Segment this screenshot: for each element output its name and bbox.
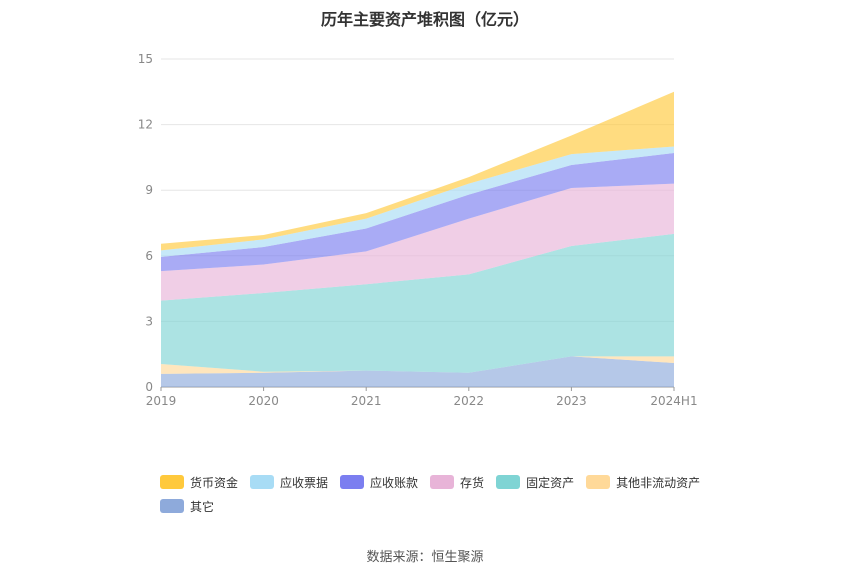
legend-swatch xyxy=(250,475,275,489)
y-tick-label: 15 xyxy=(138,52,153,66)
area-series-应收账款[interactable] xyxy=(161,153,674,272)
area-series-固定资产[interactable] xyxy=(161,233,674,373)
y-tick-label: 3 xyxy=(145,314,153,328)
legend-label: 货币资金 xyxy=(190,475,239,490)
x-tick-label: 2020 xyxy=(248,394,279,408)
x-tick-label: 2021 xyxy=(351,394,382,408)
x-tick-label: 2023 xyxy=(556,394,587,408)
legend-swatch xyxy=(586,475,611,489)
legend-swatch xyxy=(160,475,184,489)
legend-item[interactable]: 其他非流动资产 xyxy=(586,474,700,490)
y-tick-label: 9 xyxy=(145,183,153,197)
x-tick-label: 2022 xyxy=(454,394,485,408)
area-series-其他非流动资产[interactable] xyxy=(161,356,674,374)
legend-swatch xyxy=(160,499,184,513)
legend-item[interactable]: 存货 xyxy=(430,474,484,490)
y-tick-label: 6 xyxy=(145,249,153,263)
legend-label: 其他非流动资产 xyxy=(616,475,701,490)
legend-label: 固定资产 xyxy=(526,475,575,490)
area-series-存货[interactable] xyxy=(161,183,674,301)
y-tick-label: 12 xyxy=(138,118,153,132)
y-tick-label: 0 xyxy=(145,380,153,394)
x-tick-label: 2019 xyxy=(146,394,177,408)
legend-swatch xyxy=(340,475,365,489)
data-source-label: 数据来源：恒生聚源 xyxy=(366,550,484,565)
legend-label: 应收账款 xyxy=(370,475,419,490)
legend-item[interactable]: 货币资金 xyxy=(160,474,238,490)
legend-item[interactable]: 其它 xyxy=(160,498,214,514)
chart-title: 历年主要资产堆积图（亿元） xyxy=(320,10,529,29)
stacked-area-chart: 0 3 6 9 12 15 2019 2020 2021 2022 2023 2024H1 xyxy=(138,52,698,408)
legend-item[interactable]: 固定资产 xyxy=(496,474,574,490)
legend-item[interactable]: 应收账款 xyxy=(340,474,418,490)
legend-swatch xyxy=(430,475,455,489)
legend-item[interactable]: 应收票据 xyxy=(250,474,328,490)
legend-label: 存货 xyxy=(460,475,485,490)
legend-swatch xyxy=(496,475,521,489)
x-tick-label: 2024H1 xyxy=(650,394,697,408)
legend-label: 应收票据 xyxy=(280,475,329,490)
legend-label: 其它 xyxy=(190,499,215,514)
chart-legend: 货币资金 应收票据 应收账款 存货 固定资产 其他非流动资产其它 xyxy=(160,474,720,522)
area-series-应收票据[interactable] xyxy=(161,146,674,257)
